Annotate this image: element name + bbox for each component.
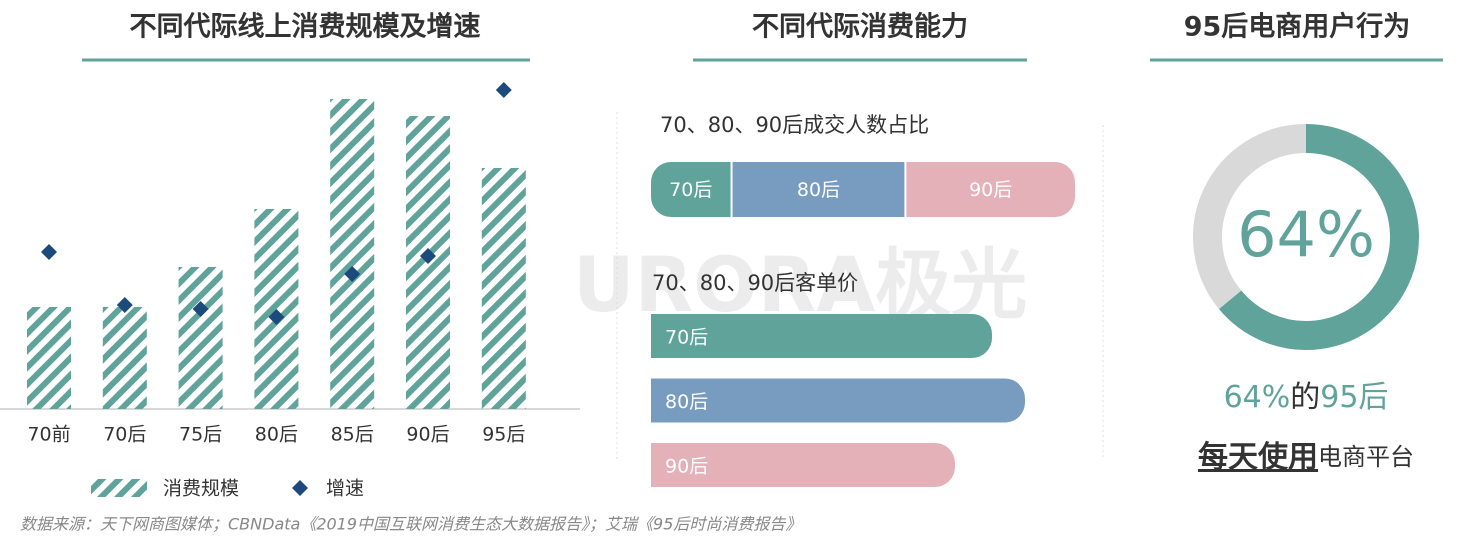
bar xyxy=(651,443,955,487)
diamond-marker xyxy=(116,297,133,313)
diamond-marker xyxy=(192,301,209,317)
bar-segment xyxy=(906,162,1075,217)
legend-swatch xyxy=(91,479,147,497)
segment-label: 70后 xyxy=(669,179,712,201)
chart-title: 95后电商用户行为 xyxy=(1184,11,1411,43)
diamond-marker xyxy=(268,309,285,325)
diamond-marker xyxy=(420,248,436,264)
legend-swatch xyxy=(292,480,308,496)
bar-segment xyxy=(732,162,905,217)
caption-part: 64% xyxy=(1224,380,1291,415)
x-tick-label: 75后 xyxy=(179,424,222,446)
caption: 64%的95后 xyxy=(1224,380,1389,415)
caption: 每天使用电商平台 xyxy=(1198,440,1414,475)
bar xyxy=(27,307,71,409)
donut-center-label: 64% xyxy=(1237,198,1375,271)
x-tick-label: 95后 xyxy=(482,424,525,446)
bar-label: 90后 xyxy=(665,456,708,478)
donut-segment xyxy=(1193,124,1307,310)
segment-label: 80后 xyxy=(797,179,840,201)
bar-segment xyxy=(651,162,731,217)
x-tick-label: 80后 xyxy=(255,424,298,446)
diamond-marker xyxy=(495,82,512,98)
source-note: 数据来源：天下网商图媒体；CBNData《2019中国互联网消费生态大数据报告》… xyxy=(20,515,801,534)
diamond-marker xyxy=(344,266,361,282)
caption-part: 95后 xyxy=(1320,380,1388,415)
x-tick-label: 90后 xyxy=(406,424,449,446)
x-tick-label: 85后 xyxy=(331,424,374,446)
bar xyxy=(651,378,1025,423)
chart-subtitle: 70、80、90后成交人数占比 xyxy=(660,113,929,137)
segment-label: 90后 xyxy=(969,179,1012,201)
caption-part: 电商平台 xyxy=(1318,443,1414,471)
bar xyxy=(651,314,992,358)
bar-label: 70后 xyxy=(665,327,708,349)
caption-part: 的 xyxy=(1290,380,1320,415)
chart-title: 不同代际线上消费规模及增速 xyxy=(130,11,481,43)
x-tick-label: 70前 xyxy=(27,424,70,446)
chart-subtitle: 70、80、90后客单价 xyxy=(652,271,858,295)
diamond-marker xyxy=(41,244,57,260)
x-tick-label: 70后 xyxy=(103,424,146,446)
legend-label: 增速 xyxy=(326,478,364,500)
caption-part: 每天使用 xyxy=(1198,440,1318,475)
bar-label: 80后 xyxy=(665,391,708,413)
bar xyxy=(330,99,375,409)
chart-title: 不同代际消费能力 xyxy=(752,11,968,43)
bar xyxy=(102,307,147,409)
bar xyxy=(481,168,526,409)
legend-label: 消费规模 xyxy=(163,478,239,500)
donut-segment xyxy=(1218,124,1419,350)
bar xyxy=(178,267,223,409)
